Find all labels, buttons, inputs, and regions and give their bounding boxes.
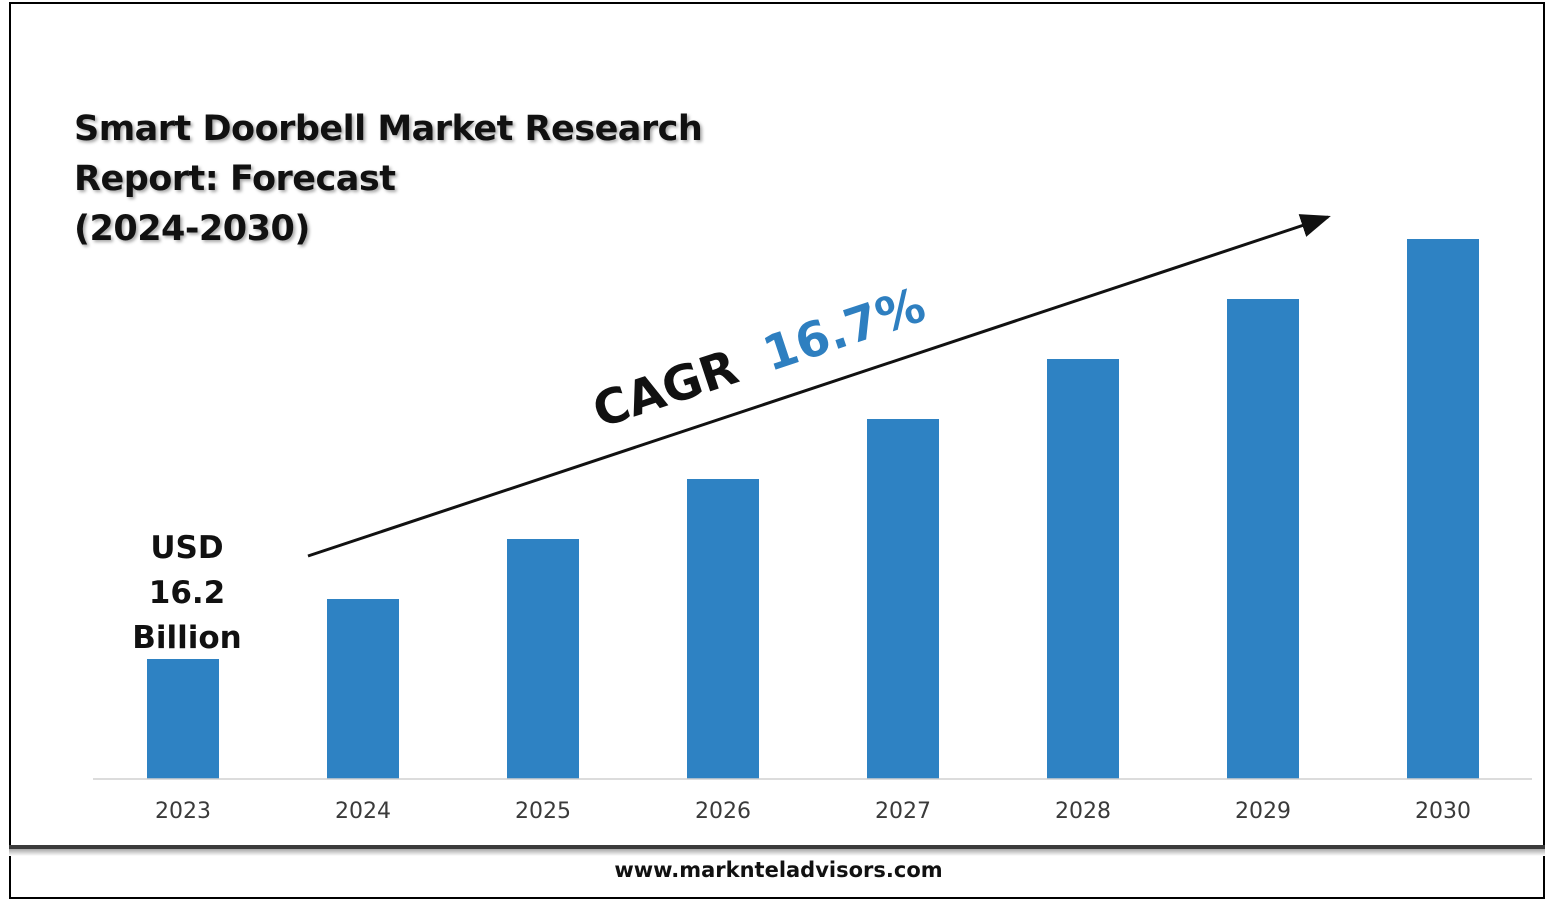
first-bar-label-line-2: 16.2 (149, 575, 226, 611)
x-tick-2027: 2027 (875, 799, 931, 824)
trend-arrow (307, 214, 1331, 558)
x-tick-2025: 2025 (515, 799, 571, 824)
footer-rule (9, 845, 1545, 849)
bar-2025 (507, 539, 579, 779)
bar-2028 (1047, 359, 1119, 779)
footer-url: www.marknteladvisors.com (614, 858, 943, 882)
x-tick-2024: 2024 (335, 799, 391, 824)
x-tick-2023: 2023 (155, 799, 211, 824)
bar-2029 (1227, 299, 1299, 779)
bar-2026 (687, 479, 759, 779)
x-tick-2028: 2028 (1055, 799, 1111, 824)
first-bar-label-line-1: USD (150, 530, 223, 566)
x-tick-2029: 2029 (1235, 799, 1291, 824)
chart-title-line-1: Smart Doorbell Market Research (74, 109, 703, 149)
cagr-annotation: CAGR 16.7% (586, 277, 932, 439)
footer-rule-shadow (9, 848, 1545, 856)
cagr-value: 16.7% (756, 277, 932, 383)
first-bar-label-line-3: Billion (132, 620, 242, 656)
bar-2024 (327, 599, 399, 779)
cagr-prefix: CAGR (586, 339, 745, 439)
x-axis-ticks: 2023 2024 2025 2026 2027 2028 2029 2030 (155, 799, 1471, 824)
chart-title: Smart Doorbell Market Research Report: F… (74, 104, 774, 254)
chart-title-line-2: Report: Forecast (74, 159, 396, 199)
bar-2030 (1407, 239, 1479, 779)
bar-2027 (867, 419, 939, 779)
x-tick-2030: 2030 (1415, 799, 1471, 824)
chart-title-line-3: (2024-2030) (74, 209, 310, 249)
x-tick-2026: 2026 (695, 799, 751, 824)
bar-2023 (147, 659, 219, 779)
bars-group (147, 239, 1479, 779)
